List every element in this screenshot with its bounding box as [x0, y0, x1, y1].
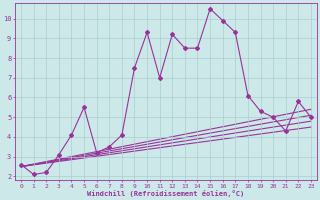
X-axis label: Windchill (Refroidissement éolien,°C): Windchill (Refroidissement éolien,°C) — [87, 190, 244, 197]
